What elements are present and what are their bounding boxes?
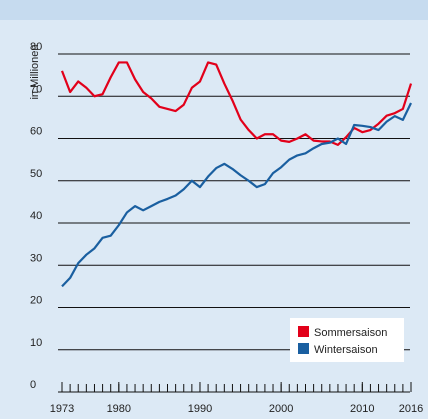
legend-label: Sommersaison [314, 327, 387, 339]
legend-swatch [298, 343, 309, 354]
y-tick-label: 40 [30, 210, 42, 222]
x-tick-label: 2010 [350, 403, 374, 415]
line-series [61, 102, 412, 288]
legend-swatch [298, 326, 309, 337]
header-band [0, 0, 428, 20]
y-tick-label: 20 [30, 295, 42, 307]
x-tick-label: 2000 [269, 403, 293, 415]
legend-label: Wintersaison [314, 344, 378, 356]
y-tick-label: 70 [30, 83, 42, 95]
y-axis-label: in Millionen [29, 44, 41, 99]
y-tick-label: 60 [30, 126, 42, 138]
y-tick-label: 0 [30, 379, 36, 391]
x-tick-label: 2016 [399, 403, 423, 415]
x-tick-label: 1990 [188, 403, 212, 415]
y-tick-label: 10 [30, 337, 42, 349]
x-tick-label: 1973 [50, 403, 74, 415]
y-tick-label: 50 [30, 168, 42, 180]
x-tick-label: 1980 [107, 403, 131, 415]
y-tick-label: 80 [30, 41, 42, 53]
y-tick-label: 30 [30, 252, 42, 264]
legend-box [290, 318, 404, 362]
